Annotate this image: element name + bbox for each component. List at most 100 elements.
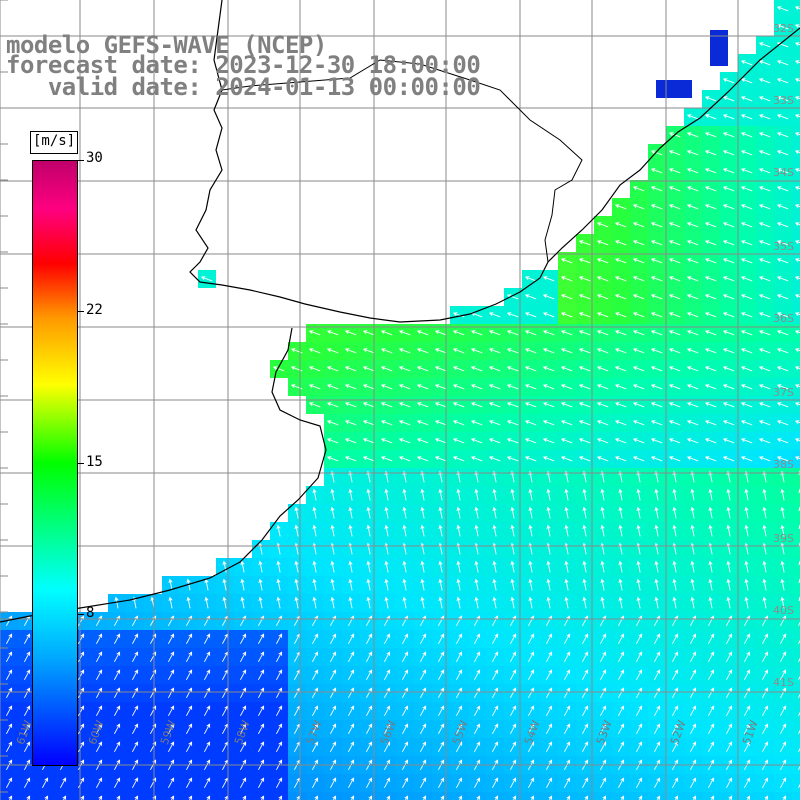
wind-arrow xyxy=(168,687,175,699)
wind-arrow xyxy=(24,705,31,717)
wind-cell xyxy=(702,792,720,800)
wind-arrow xyxy=(384,560,389,573)
wind-arrow xyxy=(222,560,227,573)
wind-arrow xyxy=(596,384,609,390)
wind-arrow xyxy=(348,777,355,789)
wind-arrow xyxy=(438,524,443,537)
wind-arrow xyxy=(564,560,569,573)
rio-de-la-plata-south-coast xyxy=(0,327,327,623)
colorbar-unit: [m/s] xyxy=(33,133,76,149)
wind-arrow xyxy=(584,795,589,800)
wind-arrow xyxy=(474,633,481,645)
wind-arrow xyxy=(794,60,800,64)
wind-arrow xyxy=(776,276,789,282)
wind-cell xyxy=(630,792,648,800)
wind-arrow xyxy=(204,777,211,789)
wind-arrow xyxy=(528,506,533,519)
wind-arrow xyxy=(726,723,733,735)
wind-arrow xyxy=(474,741,481,753)
wind-arrow xyxy=(362,456,375,462)
wind-arrow xyxy=(492,741,499,753)
wind-arrow xyxy=(600,524,605,537)
wind-arrow xyxy=(578,330,591,336)
wind-arrow xyxy=(402,560,407,573)
wind-cell xyxy=(792,792,800,800)
wind-cell xyxy=(792,90,800,108)
wind-arrow xyxy=(758,42,771,48)
wind-arrow xyxy=(758,402,771,408)
wind-arrow xyxy=(114,633,121,645)
wind-arrow xyxy=(488,420,501,426)
wind-arrow xyxy=(582,687,589,699)
wind-arrow xyxy=(728,795,733,800)
wind-arrow xyxy=(560,294,573,300)
wind-arrow xyxy=(258,741,265,753)
wind-arrow xyxy=(488,384,501,390)
wind-arrow xyxy=(416,438,429,444)
wind-arrow xyxy=(366,705,373,717)
wind-arrow xyxy=(686,312,699,318)
wind-arrow xyxy=(384,669,391,681)
wind-arrow xyxy=(510,633,517,645)
wind-arrow xyxy=(686,438,699,444)
wind-arrow xyxy=(758,312,771,318)
wind-arrow xyxy=(614,438,627,444)
wind-arrow xyxy=(600,651,607,663)
wind-arrow xyxy=(582,488,587,501)
wind-arrow xyxy=(524,402,537,408)
wind-arrow xyxy=(240,633,247,645)
wind-arrow xyxy=(506,366,519,372)
wind-arrow xyxy=(650,168,663,174)
wind-arrow xyxy=(474,687,481,699)
wind-arrow xyxy=(416,348,429,354)
wind-arrow xyxy=(794,420,800,424)
wind-arrow xyxy=(708,777,715,789)
wind-arrow xyxy=(278,795,283,800)
wind-arrow xyxy=(726,488,731,501)
wind-arrow xyxy=(722,96,735,102)
wind-arrow xyxy=(348,506,353,519)
wind-arrow xyxy=(776,366,789,372)
wind-cell xyxy=(792,306,800,324)
wind-arrow xyxy=(564,669,571,681)
wind-cell xyxy=(666,792,684,800)
wind-arrow xyxy=(776,420,789,426)
wind-arrow xyxy=(24,741,31,753)
wind-arrow xyxy=(672,633,679,645)
wind-cell xyxy=(792,630,800,648)
wind-arrow xyxy=(614,420,627,426)
wind-arrow xyxy=(384,578,389,591)
wind-arrow xyxy=(560,456,573,462)
wind-arrow xyxy=(654,578,659,591)
wind-arrow xyxy=(780,596,785,609)
wind-arrow xyxy=(578,258,591,264)
wind-arrow xyxy=(632,186,645,192)
wind-arrow xyxy=(474,705,481,717)
wind-arrow xyxy=(708,633,715,645)
wind-arrow xyxy=(650,384,663,390)
wind-arrow xyxy=(456,687,463,699)
wind-arrow xyxy=(308,348,321,354)
wind-arrow xyxy=(470,366,483,372)
wind-cell xyxy=(792,126,800,144)
wind-arrow xyxy=(650,258,663,264)
wind-arrow xyxy=(96,723,103,735)
wind-arrow xyxy=(474,488,479,501)
wind-arrow xyxy=(506,456,519,462)
wind-arrow xyxy=(6,687,13,699)
wind-arrow xyxy=(362,348,375,354)
wind-arrow xyxy=(456,524,461,537)
wind-arrow xyxy=(600,560,605,573)
wind-arrow xyxy=(564,777,571,789)
wind-arrow xyxy=(78,741,85,753)
wind-cell xyxy=(792,666,800,684)
wind-arrow xyxy=(686,420,699,426)
wind-arrow xyxy=(722,240,735,246)
wind-arrow xyxy=(794,168,800,172)
wind-arrow xyxy=(686,276,699,282)
wind-arrow xyxy=(276,560,281,573)
wind-arrow xyxy=(654,596,659,609)
wind-arrow xyxy=(794,222,800,226)
wind-arrow xyxy=(600,596,605,609)
wind-arrow xyxy=(276,705,283,717)
